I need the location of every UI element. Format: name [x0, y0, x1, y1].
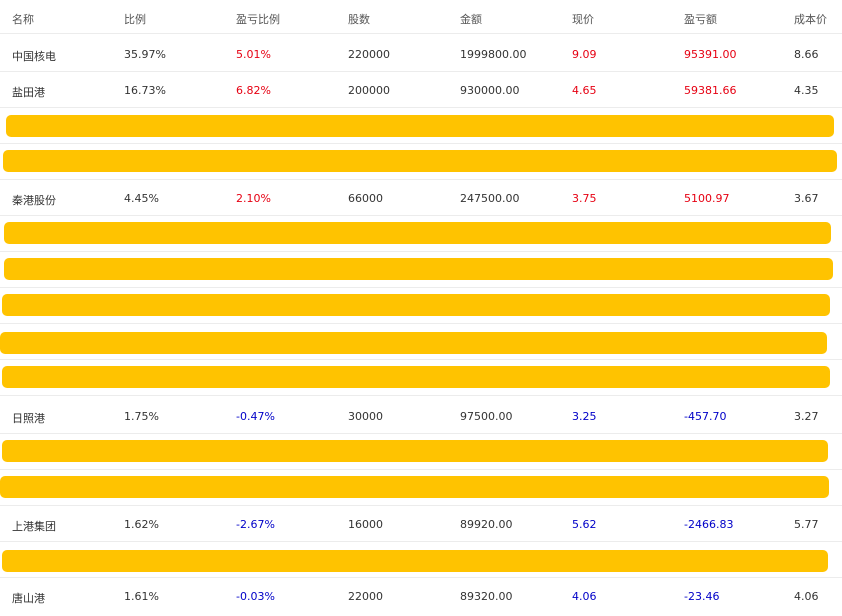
- cost-price: 4.06: [794, 590, 819, 603]
- header-price[interactable]: 现价: [572, 11, 594, 27]
- current-price: 9.09: [572, 48, 597, 61]
- current-price: 4.65: [572, 84, 597, 97]
- pl-ratio: 2.10%: [236, 192, 271, 205]
- current-price: 3.75: [572, 192, 597, 205]
- redaction-bar: [2, 440, 828, 462]
- position-ratio: 4.45%: [124, 192, 159, 205]
- shares: 200000: [348, 84, 390, 97]
- pl-amount: -457.70: [684, 410, 726, 423]
- shares: 66000: [348, 192, 383, 205]
- redaction-bar: [4, 258, 833, 280]
- pl-ratio: 6.82%: [236, 84, 271, 97]
- redacted-row: [0, 434, 842, 470]
- amount: 247500.00: [460, 192, 520, 205]
- position-ratio: 1.61%: [124, 590, 159, 603]
- pl-ratio: -0.03%: [236, 590, 275, 603]
- position-ratio: 16.73%: [124, 84, 166, 97]
- redaction-bar: [0, 476, 829, 498]
- header-pl-ratio[interactable]: 盈亏比例: [236, 11, 280, 27]
- shares: 16000: [348, 518, 383, 531]
- header-name[interactable]: 名称: [12, 11, 34, 27]
- table-header: 名称 比例 盈亏比例 股数 金额 现价 盈亏额 成本价: [0, 0, 842, 34]
- current-price: 4.06: [572, 590, 597, 603]
- cost-price: 4.35: [794, 84, 819, 97]
- redacted-row: [0, 216, 842, 252]
- redaction-bar: [3, 150, 837, 172]
- stock-name: 上港集团: [12, 518, 56, 534]
- redacted-row: [0, 470, 842, 506]
- pl-amount: 59381.66: [684, 84, 737, 97]
- amount: 89920.00: [460, 518, 513, 531]
- stock-name: 中国核电: [12, 48, 56, 64]
- stock-name: 唐山港: [12, 590, 45, 606]
- shares: 30000: [348, 410, 383, 423]
- redacted-row: [0, 360, 842, 396]
- position-ratio: 35.97%: [124, 48, 166, 61]
- table-row[interactable]: 日照港 1.75% -0.47% 30000 97500.00 3.25 -45…: [0, 398, 842, 434]
- stock-name: 日照港: [12, 410, 45, 426]
- amount: 97500.00: [460, 410, 513, 423]
- redacted-row: [0, 324, 842, 360]
- stock-name: 秦港股份: [12, 192, 56, 208]
- redacted-row: [0, 108, 842, 144]
- amount: 930000.00: [460, 84, 520, 97]
- redacted-row: [0, 542, 842, 578]
- pl-ratio: 5.01%: [236, 48, 271, 61]
- redaction-bar: [4, 222, 831, 244]
- header-cost[interactable]: 成本价: [794, 11, 827, 27]
- pl-amount: 5100.97: [684, 192, 730, 205]
- table-row[interactable]: 上港集团 1.62% -2.67% 16000 89920.00 5.62 -2…: [0, 506, 842, 542]
- redaction-bar: [0, 332, 827, 354]
- redaction-bar: [2, 550, 828, 572]
- header-pl[interactable]: 盈亏额: [684, 11, 717, 27]
- redacted-row: [0, 252, 842, 288]
- position-ratio: 1.62%: [124, 518, 159, 531]
- pl-ratio: -2.67%: [236, 518, 275, 531]
- stock-name: 盐田港: [12, 84, 45, 100]
- cost-price: 3.67: [794, 192, 819, 205]
- header-ratio[interactable]: 比例: [124, 11, 146, 27]
- amount: 89320.00: [460, 590, 513, 603]
- pl-amount: 95391.00: [684, 48, 737, 61]
- cost-price: 5.77: [794, 518, 819, 531]
- table-row[interactable]: 秦港股份 4.45% 2.10% 66000 247500.00 3.75 51…: [0, 180, 842, 216]
- cost-price: 8.66: [794, 48, 819, 61]
- amount: 1999800.00: [460, 48, 526, 61]
- table-row[interactable]: 中国核电 35.97% 5.01% 220000 1999800.00 9.09…: [0, 36, 842, 72]
- redacted-row: [0, 144, 842, 180]
- pl-ratio: -0.47%: [236, 410, 275, 423]
- pl-amount: -23.46: [684, 590, 719, 603]
- header-amount[interactable]: 金额: [460, 11, 482, 27]
- redaction-bar: [2, 294, 830, 316]
- header-shares[interactable]: 股数: [348, 11, 370, 27]
- shares: 22000: [348, 590, 383, 603]
- current-price: 3.25: [572, 410, 597, 423]
- table-row[interactable]: 唐山港 1.61% -0.03% 22000 89320.00 4.06 -23…: [0, 578, 842, 614]
- current-price: 5.62: [572, 518, 597, 531]
- redacted-row: [0, 288, 842, 324]
- redaction-bar: [6, 115, 834, 137]
- table-row[interactable]: 盐田港 16.73% 6.82% 200000 930000.00 4.65 5…: [0, 72, 842, 108]
- cost-price: 3.27: [794, 410, 819, 423]
- pl-amount: -2466.83: [684, 518, 733, 531]
- position-ratio: 1.75%: [124, 410, 159, 423]
- shares: 220000: [348, 48, 390, 61]
- redaction-bar: [2, 366, 830, 388]
